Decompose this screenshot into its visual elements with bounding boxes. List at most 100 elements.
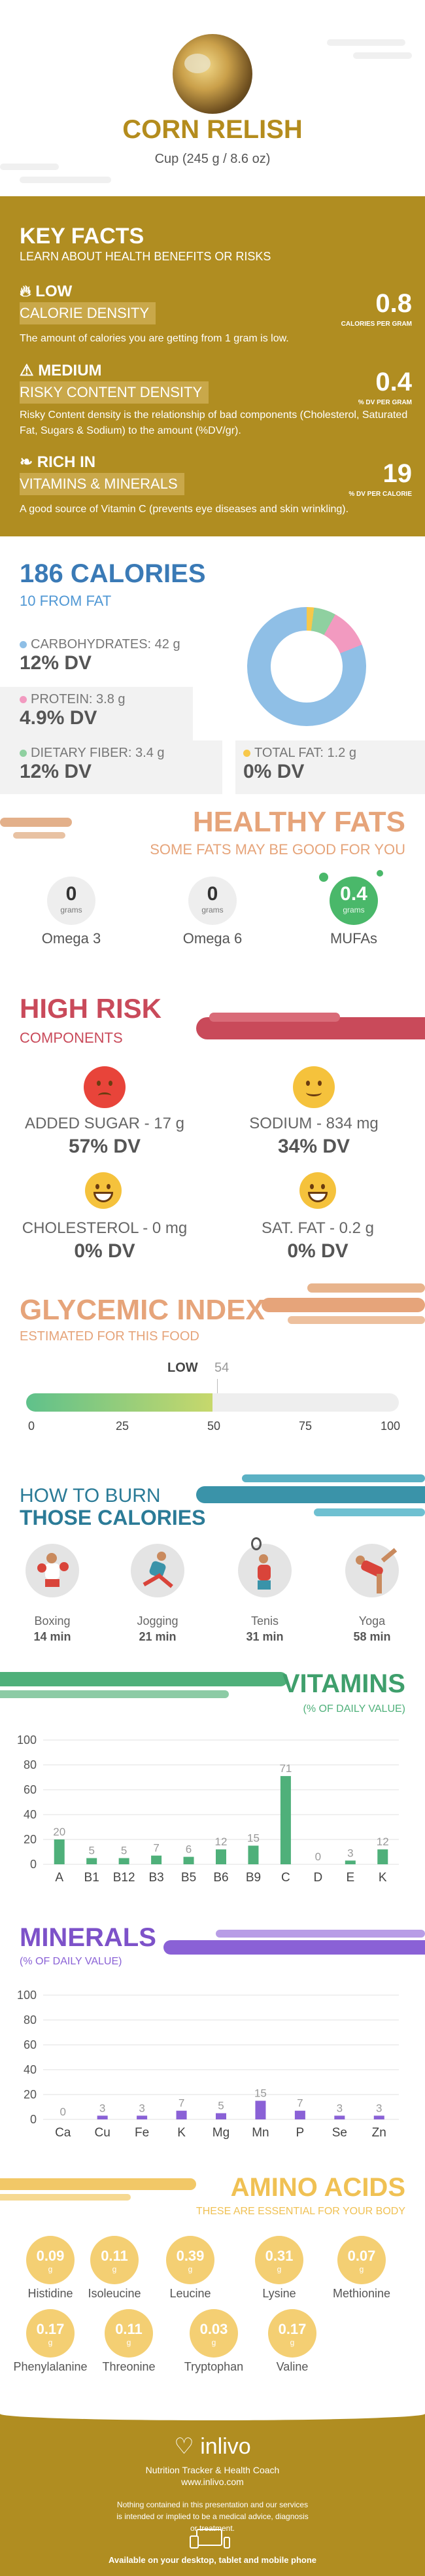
fact-value: 0.4 [375, 368, 412, 396]
leaf-icon: ❧ [20, 453, 33, 471]
sad-face-icon [84, 1066, 126, 1108]
bar-value-label: 7 [297, 2097, 303, 2110]
x-tick-label: B12 [113, 1871, 135, 1885]
decoration [0, 2407, 425, 2420]
y-tick-label: 0 [30, 1858, 37, 1871]
nutrient-label-row: DIETARY FIBER: 3.4 g [20, 746, 222, 761]
leg [377, 1574, 382, 1593]
fat-value: 0.4 [340, 883, 367, 905]
risk-dv: 0% DV [287, 1240, 348, 1262]
bar-B3 [151, 1855, 162, 1864]
brand-url[interactable]: www.inlivo.com [181, 2477, 244, 2487]
key-facts-section: KEY FACTS LEARN ABOUT HEALTH BENEFITS OR… [0, 196, 425, 536]
y-tick-label: 100 [17, 1733, 37, 1747]
decoration [242, 1474, 425, 1482]
fact-label: RISKY CONTENT DENSITY [20, 381, 209, 404]
brand-tagline: Nutrition Tracker & Health Coach [145, 2465, 280, 2475]
risk-label: CHOLESTEROL - 0 mg [22, 1219, 188, 1237]
amino-name: Histidine [27, 2287, 73, 2300]
bar-B1 [86, 1858, 97, 1864]
grin-face-icon [85, 1172, 122, 1209]
bar-Mn [255, 2100, 266, 2119]
bar-value-label: 0 [60, 2106, 65, 2118]
availability-note: Available on your desktop, tablet and mo… [108, 2555, 317, 2565]
decoration [327, 39, 405, 46]
activity-name: Yoga [358, 1614, 386, 1627]
fat-name: Omega 6 [182, 930, 243, 947]
x-tick-label: B6 [213, 1871, 228, 1885]
decoration [288, 1316, 425, 1324]
bar-value-label: 0 [315, 1851, 321, 1863]
decoration [163, 1940, 425, 1955]
bar-value-label: 3 [99, 2102, 105, 2114]
amino-value: 0.11 [101, 2248, 128, 2264]
decoration [0, 164, 59, 170]
glycemic-tick: 75 [298, 1419, 313, 1433]
tablet-shape [190, 2535, 199, 2549]
fat-name: Omega 3 [41, 930, 101, 947]
devices-icon [190, 2529, 235, 2549]
nutrient-protein: PROTEIN: 3.8 g 4.9% DV [0, 687, 193, 740]
y-tick-label: 60 [24, 2038, 37, 2051]
fact-calorie-density: 🔥︎ LOW CALORIE DENSITY The amount of cal… [20, 283, 412, 347]
fat-omega3-circle: 0 grams [47, 877, 95, 925]
glycemic-marker [217, 1379, 218, 1393]
warning-icon: ⚠ [20, 362, 34, 379]
yoga-icon [345, 1544, 399, 1597]
monitor-shape [196, 2529, 222, 2546]
jogging-icon [131, 1544, 184, 1597]
bar-E [345, 1860, 356, 1864]
bar-value-label: 6 [186, 1843, 192, 1856]
fact-vitamins-minerals: ❧ RICH IN VITAMINS & MINERALS A good sou… [20, 453, 412, 517]
fire-icon: 🔥︎ [20, 283, 31, 300]
nutrient-label: CARBOHYDRATES: 42 g [31, 637, 180, 652]
amino-unit: g [48, 2265, 53, 2274]
eye [107, 1184, 110, 1189]
y-tick-label: 80 [24, 2013, 37, 2027]
x-tick-label: E [346, 1871, 354, 1885]
bar-C [280, 1776, 291, 1864]
amino-value: 0.03 [199, 2321, 228, 2337]
minerals-title: MINERALS [20, 1923, 156, 1952]
leg [158, 1574, 173, 1588]
x-tick-label: Mg [212, 2126, 230, 2140]
activity-minutes: 21 min [139, 1630, 177, 1643]
decoration [307, 1283, 425, 1293]
amino-name: Methionine [332, 2287, 391, 2300]
heart-icon: ♡ [174, 2434, 194, 2459]
legend-dot [243, 750, 250, 757]
calories-title: 186 CALORIES [20, 559, 206, 588]
fact-label: VITAMINS & MINERALS [20, 473, 184, 495]
decoration [0, 818, 72, 827]
mouth [94, 1192, 113, 1202]
high-risk-subtitle: COMPONENTS [20, 1030, 123, 1046]
glycemic-tick: 25 [115, 1419, 129, 1433]
risk-dv: 57% DV [68, 1136, 141, 1157]
activity-name: Jogging [137, 1614, 178, 1627]
nutrient-label-row: TOTAL FAT: 1.2 g [243, 746, 425, 761]
fact-unit: % DV PER CALORIE [348, 491, 412, 498]
y-tick-label: 40 [24, 1808, 37, 1821]
y-tick-label: 100 [17, 1989, 37, 2002]
bar-value-label: 5 [218, 2100, 224, 2112]
fact-description: The amount of calories you are getting f… [20, 333, 289, 344]
mouth [98, 1092, 111, 1099]
amino-value: 0.31 [265, 2248, 294, 2264]
fat-value: 0 [207, 883, 218, 905]
fact-value: 0.8 [375, 289, 412, 318]
fact-description: Risky Content density is the relationshi… [20, 409, 408, 436]
decoration [377, 870, 383, 877]
decoration [0, 1672, 288, 1686]
footer: ♡ inlivo Nutrition Tracker & Health Coac… [0, 2407, 425, 2576]
fact-description: A good source of Vitamin C (prevents eye… [20, 504, 349, 515]
disclaimer: Nothing contained in this presentation a… [116, 2500, 309, 2533]
amino-name: Lysine [262, 2287, 296, 2300]
eye [109, 1081, 112, 1086]
glycemic-value: 54 [214, 1361, 230, 1375]
risk-dv: 34% DV [277, 1136, 350, 1157]
nutrient-label: TOTAL FAT: 1.2 g [254, 746, 356, 760]
fat-value: 0 [65, 883, 77, 905]
y-tick-label: 20 [24, 2088, 37, 2101]
amino-unit: g [211, 2338, 216, 2347]
risk-label: ADDED SUGAR - 17 g [24, 1115, 185, 1132]
